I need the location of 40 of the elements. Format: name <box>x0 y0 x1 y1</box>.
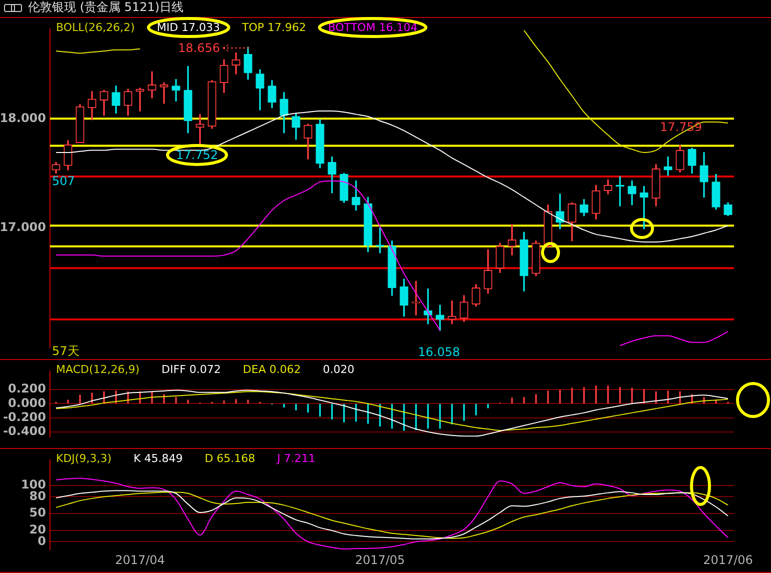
y-tick-label: -0.400 <box>3 424 46 438</box>
annotation: 17.752 <box>176 148 218 162</box>
legend-title: BOLL(26,26,2) <box>56 21 135 34</box>
x-tick-label: 2017/04 <box>115 552 165 567</box>
x-tick-label: 2017/06 <box>703 552 753 567</box>
text: TOP 17.962 <box>242 21 306 34</box>
candlestick <box>640 186 648 230</box>
annotation: 16.058 <box>418 345 460 359</box>
line-series <box>56 478 728 550</box>
line-series <box>56 390 728 437</box>
line-series <box>56 391 728 431</box>
text: D 65.168 <box>204 452 256 465</box>
legend-title: MACD(12,26,9) <box>56 363 140 376</box>
candlestick <box>664 156 672 176</box>
series-label: DEA 0.062 <box>242 363 301 376</box>
text: K 45.849 <box>134 452 183 465</box>
y-tick-label: 50 <box>29 506 46 520</box>
legend-title: KDJ(9,3,3) <box>56 452 112 465</box>
chart-title: 伦敦银现 (贵金属 5121)日线 <box>28 0 184 15</box>
annotation: 57天 <box>52 344 80 358</box>
candlestick <box>448 300 456 324</box>
x-tick-label: 2017/05 <box>355 552 405 567</box>
candlestick <box>160 82 168 104</box>
annotation: 507 <box>52 174 75 188</box>
candlestick <box>508 224 516 256</box>
text: BOTTOM 16.104 <box>328 21 418 34</box>
y-tick-label: 18.000 <box>0 110 46 125</box>
y-tick-label: 17.000 <box>0 220 46 234</box>
annotation: 18.656 <box>178 41 220 55</box>
y-tick-label: -0.200 <box>3 410 46 424</box>
y-tick-label: 0.000 <box>8 396 46 410</box>
candlestick <box>148 71 156 98</box>
annotation: 0.020 <box>322 363 354 376</box>
candlestick <box>412 280 420 316</box>
text: J 7.211 <box>277 452 316 465</box>
y-tick-label: 0.200 <box>8 382 46 396</box>
text: MID 17.033 <box>156 21 220 34</box>
candlestick <box>436 304 444 331</box>
series-label: DIFF 0.072 <box>162 363 221 376</box>
candlestick <box>172 79 180 102</box>
